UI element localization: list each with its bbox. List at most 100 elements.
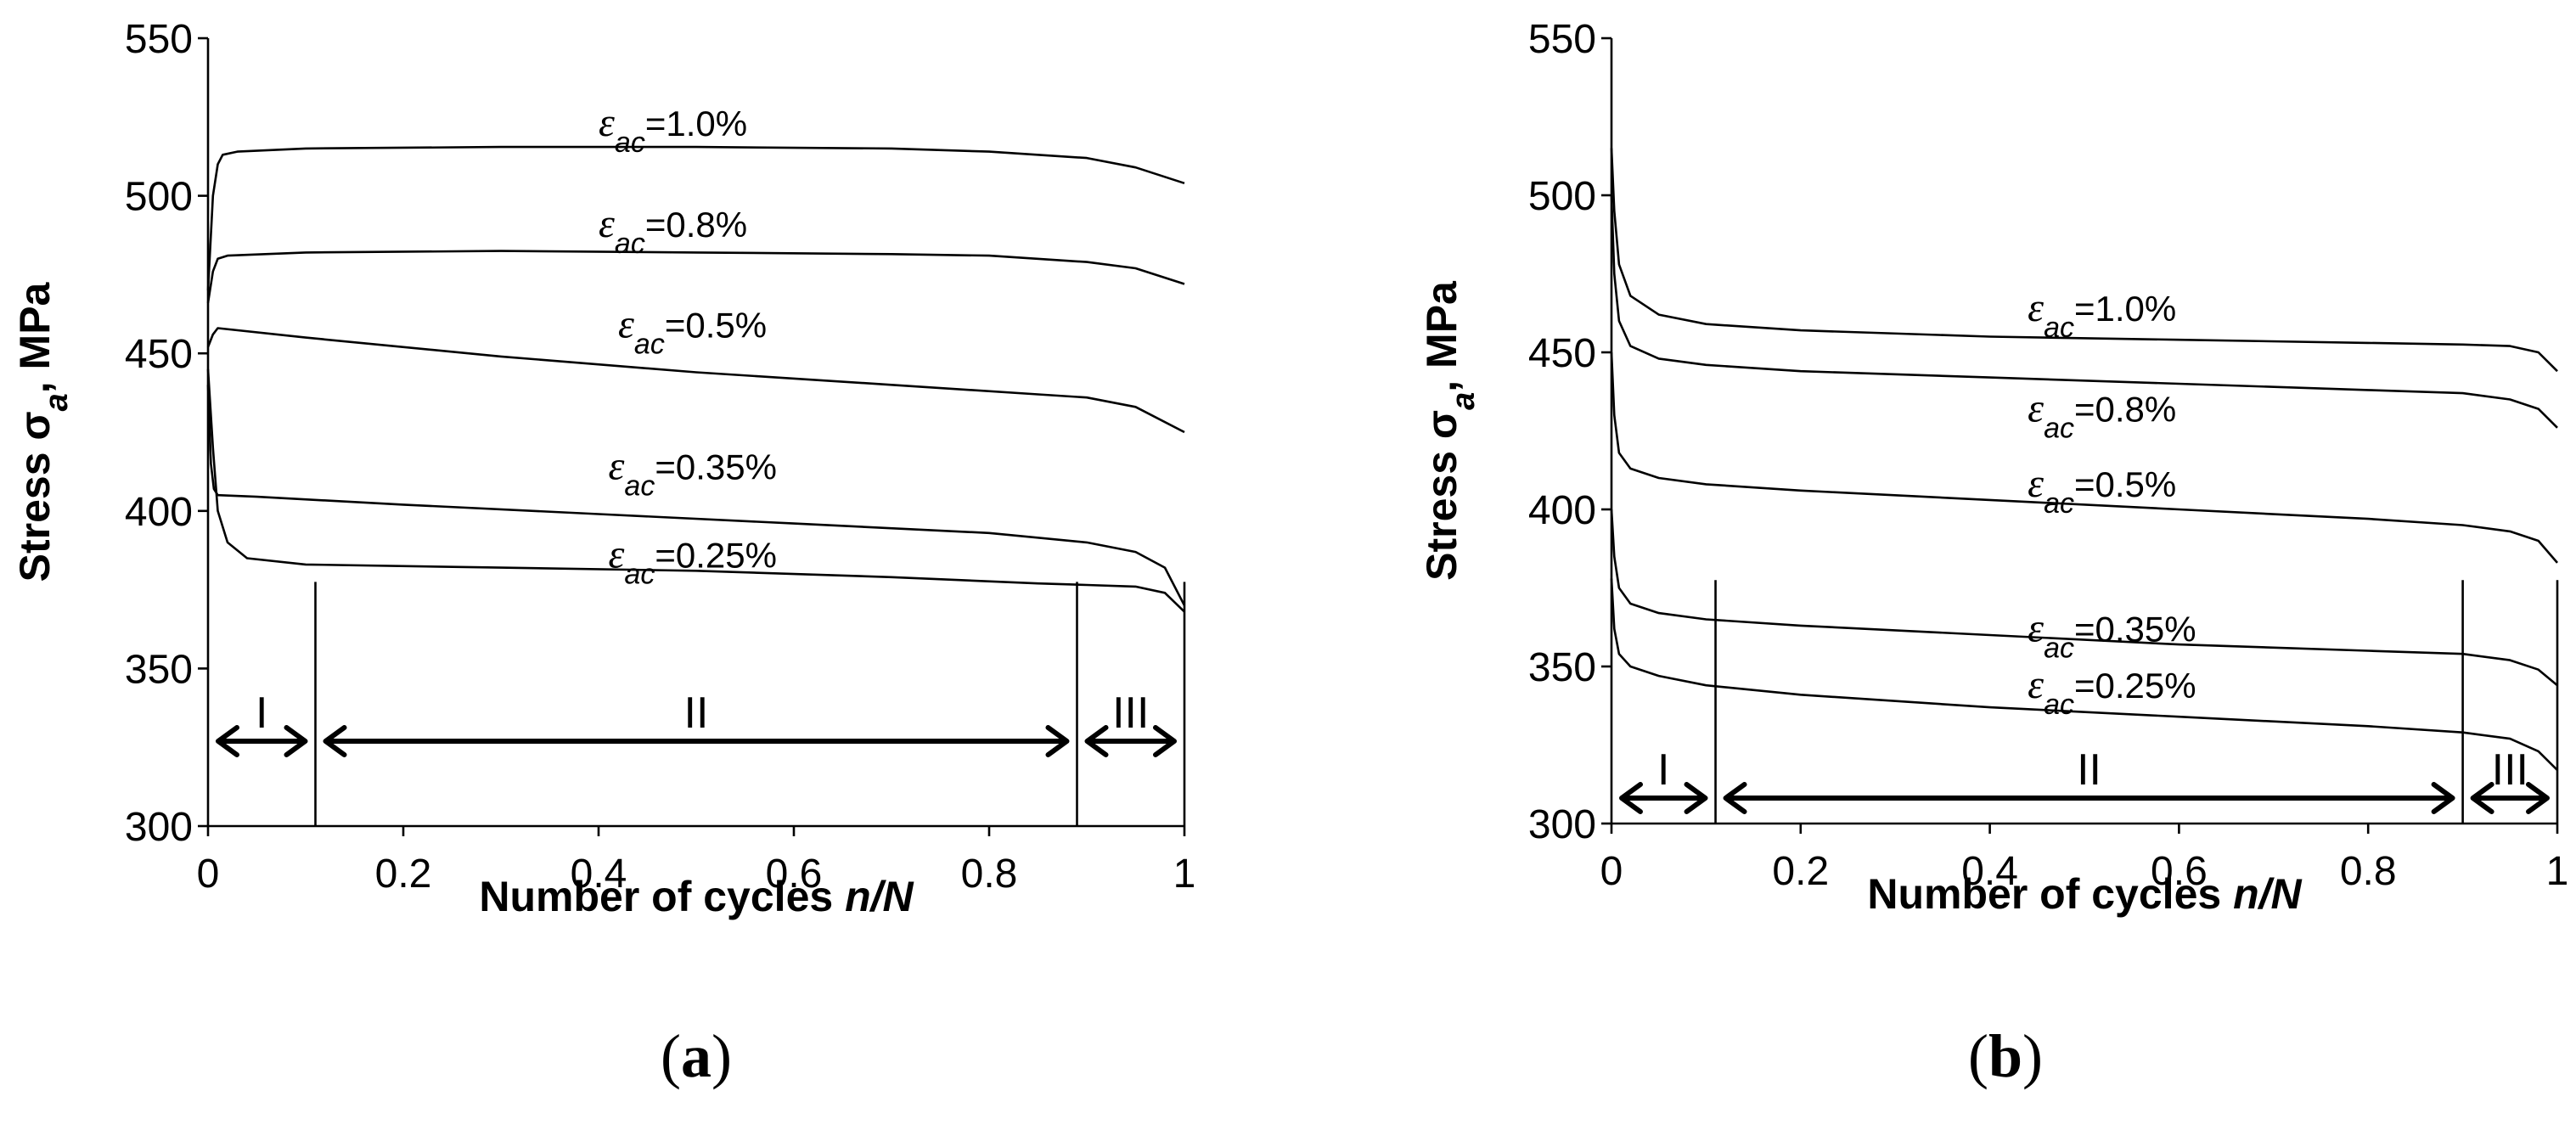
- y-axis-title-subscript: a: [1446, 392, 1482, 410]
- y-tick-label: 500: [125, 175, 193, 220]
- series-line-0.8%: [1610, 194, 2558, 429]
- y-axis-title-unit: , MPa: [1418, 280, 1465, 392]
- series-line-1.0%: [1610, 148, 2558, 373]
- series-label-0.5%: εac=0.5%: [618, 302, 767, 361]
- series-line-0.35%: [206, 385, 1186, 606]
- series-label-epsilon: ε: [609, 444, 625, 489]
- series-label-0.35%: εac=0.35%: [609, 444, 777, 503]
- series-line-0.5%: [1610, 351, 2558, 564]
- series-label-value: =0.8%: [2074, 389, 2176, 429]
- region-arrow-head-right: [2431, 782, 2455, 814]
- y-tick-label: 300: [125, 805, 193, 850]
- series-line-0.25%: [206, 368, 1185, 613]
- region-arrow-head-right: [1045, 725, 1070, 757]
- panel-label-open: (: [661, 1022, 681, 1090]
- x-tick-label: 0.2: [1772, 849, 1829, 894]
- x-tick-label: 0.6: [2151, 849, 2208, 894]
- series-label-value: =0.25%: [655, 536, 777, 576]
- y-tick-label: 450: [1528, 331, 1596, 376]
- y-axis-title-text: Stress σ: [1418, 410, 1465, 581]
- y-axis-title-unit: , MPa: [11, 281, 59, 393]
- series-label-epsilon: ε: [618, 302, 634, 347]
- series-label-0.25%: εac=0.25%: [2028, 662, 2196, 721]
- x-tick-label: 1: [1173, 852, 1196, 897]
- series-label-value: =0.35%: [2074, 609, 2196, 649]
- y-axis-title: Stress σa, MPa: [11, 281, 75, 582]
- series-label-value: =0.5%: [2074, 464, 2176, 504]
- series-label-epsilon: ε: [2028, 461, 2044, 506]
- panel-label-letter: a: [681, 1022, 711, 1090]
- x-tick-label: 0.6: [766, 852, 823, 897]
- x-tick-label: 0: [197, 852, 220, 897]
- region-arrow-head-left: [1084, 725, 1109, 757]
- series-label-epsilon: ε: [609, 532, 625, 577]
- x-axis-title-variable: n/N: [2233, 870, 2302, 918]
- series-label-subscript: ac: [2044, 412, 2074, 444]
- x-tick-label: 0.4: [1961, 849, 2018, 894]
- y-tick-label: 350: [1528, 645, 1596, 690]
- panel-label-close: ): [2022, 1022, 2043, 1090]
- series-label-value: =1.0%: [2074, 289, 2176, 329]
- series-label-epsilon: ε: [2028, 662, 2044, 707]
- series-line-0.5%: [206, 327, 1185, 434]
- panel-label-letter: b: [1988, 1022, 2022, 1090]
- series-label-1.0%: εac=1.0%: [599, 100, 747, 159]
- x-tick-label: 0.2: [375, 852, 432, 897]
- series-line-0.35%: [1610, 509, 2558, 687]
- series-label-subscript: ac: [615, 228, 645, 260]
- series-label-subscript: ac: [2044, 312, 2074, 344]
- region-label-III: III: [1112, 689, 1149, 738]
- series-label-subscript: ac: [2044, 689, 2074, 721]
- panel-label: (b): [1968, 1022, 2043, 1090]
- x-tick-label: 0.8: [2340, 849, 2397, 894]
- y-tick-label: 300: [1528, 802, 1596, 847]
- panel-a: 300 350 400 450 500 550 0 0.2 0.4 0.6 0.8 1 Number o…: [11, 17, 1195, 1090]
- x-tick-label: 1: [2546, 849, 2569, 894]
- region-arrow-head-left: [2470, 782, 2494, 814]
- x-axis-title-text: Number of cycles: [479, 873, 845, 920]
- y-tick-label: 550: [125, 17, 193, 62]
- series-label-value: =1.0%: [645, 104, 747, 143]
- series-label-subscript: ac: [634, 329, 665, 361]
- region-label-I: I: [256, 689, 267, 738]
- series-label-0.35%: εac=0.35%: [2028, 605, 2196, 664]
- series-label-value: =0.25%: [2074, 666, 2196, 706]
- panel-label-close: ): [711, 1022, 732, 1090]
- series-label-subscript: ac: [624, 559, 655, 591]
- region-label-II: II: [684, 689, 709, 738]
- region-label-I: I: [1657, 745, 1669, 795]
- x-axis-title-variable: n/N: [845, 873, 914, 920]
- panel-label: (a): [661, 1022, 732, 1090]
- series-label-value: =0.8%: [645, 205, 747, 245]
- panel-label-open: (: [1968, 1022, 1988, 1090]
- series-label-1.0%: εac=1.0%: [2028, 285, 2176, 344]
- series-label-0.8%: εac=0.8%: [599, 201, 747, 260]
- series-line-0.25%: [1610, 578, 2558, 772]
- region-arrow-head-left: [1723, 782, 1747, 814]
- series-label-value: =0.35%: [655, 447, 777, 487]
- series-label-epsilon: ε: [599, 201, 615, 246]
- region-arrow-head-left: [1619, 782, 1643, 814]
- y-tick-label: 350: [125, 647, 193, 692]
- series-line-1.0%: [206, 145, 1185, 291]
- region-arrow-head-right: [1684, 782, 1708, 814]
- x-axis-title: Number of cycles n/N: [1867, 870, 2302, 918]
- y-axis-title-text: Stress σ: [11, 411, 59, 582]
- series-label-0.25%: εac=0.25%: [609, 532, 777, 591]
- series-label-epsilon: ε: [2028, 605, 2044, 650]
- x-axis-title: Number of cycles n/N: [479, 873, 914, 920]
- region-arrow-head-right: [1153, 725, 1177, 757]
- y-tick-label: 550: [1528, 17, 1596, 62]
- series-label-value: =0.5%: [665, 306, 767, 346]
- series-label-0.8%: εac=0.8%: [2028, 385, 2176, 444]
- x-tick-label: 0: [1600, 849, 1623, 894]
- y-tick-label: 500: [1528, 174, 1596, 219]
- y-tick-label: 450: [125, 332, 193, 377]
- series-label-subscript: ac: [2044, 487, 2074, 520]
- y-tick-label: 400: [1528, 488, 1596, 533]
- y-axis-title: Stress σa, MPa: [1418, 280, 1482, 581]
- series-label-subscript: ac: [624, 470, 655, 503]
- y-tick-label: 400: [125, 490, 193, 535]
- region-label-II: II: [2077, 745, 2101, 795]
